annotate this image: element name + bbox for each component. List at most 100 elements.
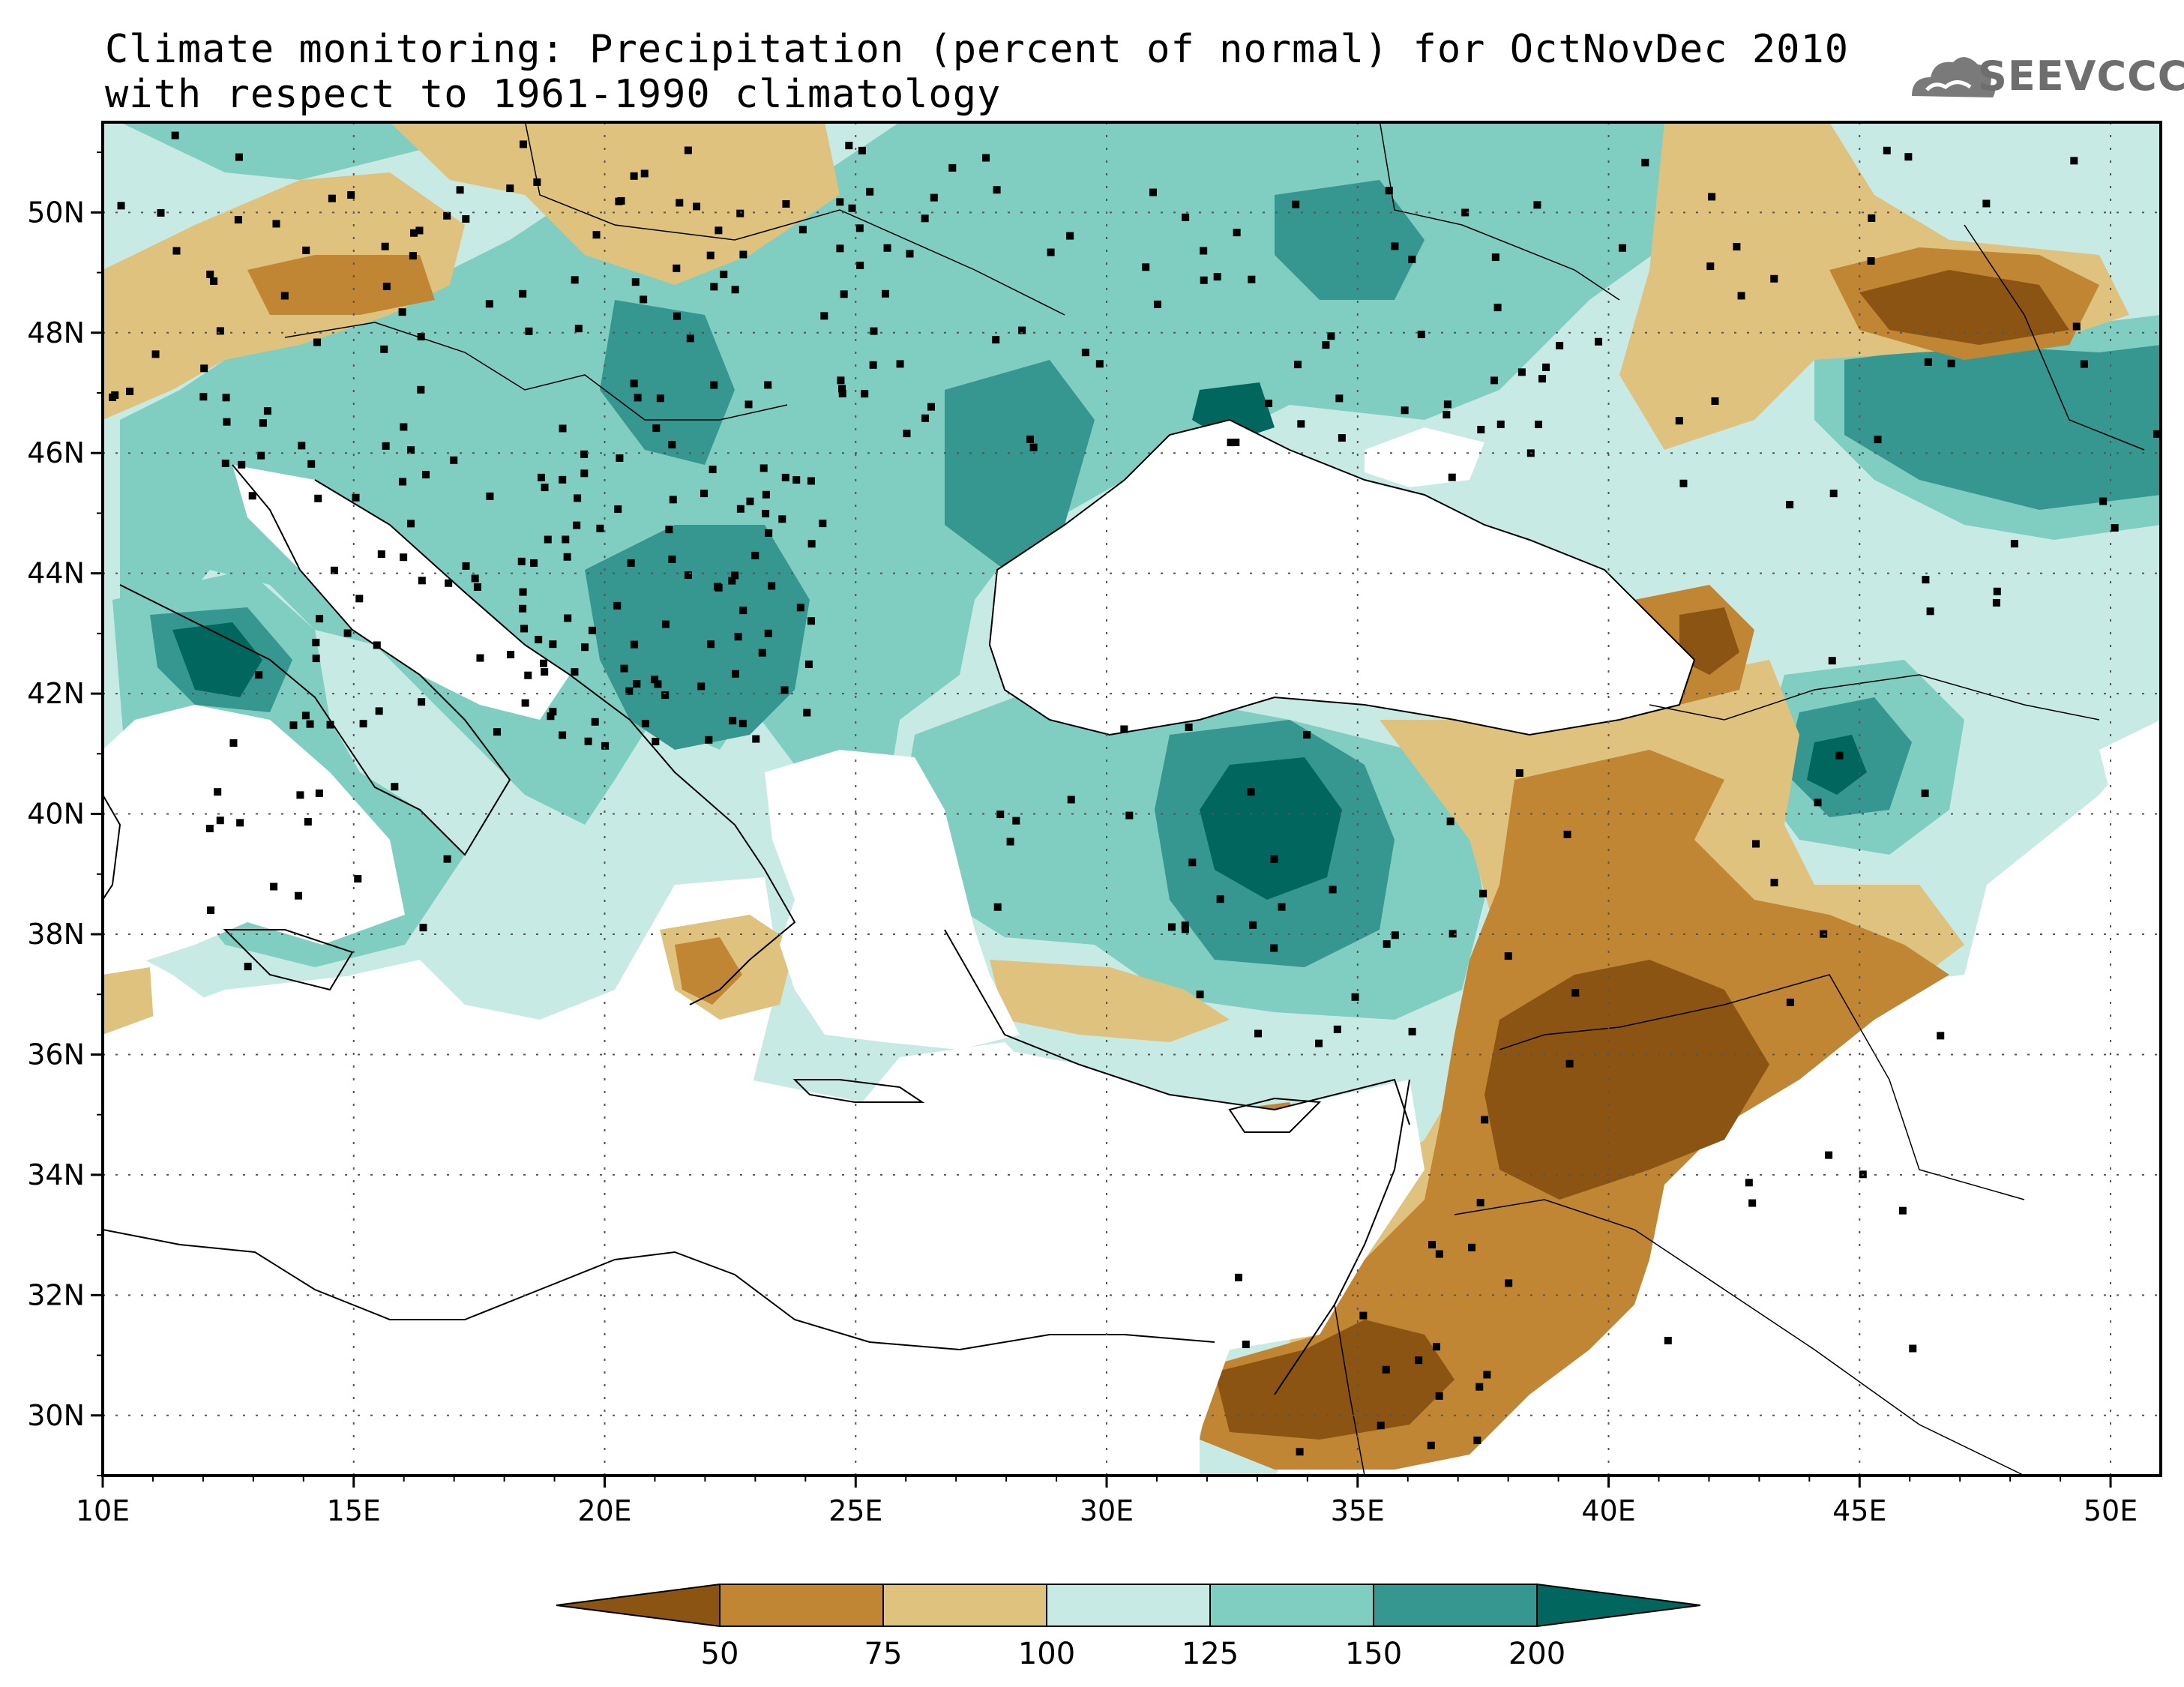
sea-adriatic: [232, 465, 570, 720]
station-marker: [1448, 473, 1456, 481]
station-marker: [2099, 497, 2108, 505]
field-over-200-caucasus: [1807, 735, 1867, 795]
station-marker: [1327, 332, 1335, 340]
sea-black-sea: [990, 420, 1694, 735]
lat-tick-label: 34N: [27, 1158, 85, 1191]
station-marker: [1254, 1029, 1263, 1038]
station-marker: [1391, 242, 1399, 250]
station-marker: [731, 286, 739, 294]
station-marker: [574, 325, 583, 333]
sea-ionian-mediterranean: [103, 975, 1425, 1476]
coastline-italy: [119, 464, 511, 856]
station-marker: [382, 283, 391, 291]
station-marker: [848, 204, 856, 212]
station-marker: [272, 220, 280, 228]
station-marker: [1018, 326, 1026, 334]
station-marker: [896, 360, 904, 368]
station-marker: [855, 224, 864, 232]
field-150-200-romania: [945, 360, 1095, 570]
station-marker: [476, 654, 484, 662]
field-under-50-russia: [1859, 270, 2069, 345]
station-marker: [798, 226, 807, 234]
station-marker: [238, 460, 246, 469]
station-marker: [819, 520, 827, 528]
station-marker: [746, 497, 754, 505]
station-marker: [869, 361, 877, 369]
station-marker: [456, 186, 464, 194]
map-frame: [101, 121, 2162, 1477]
station-marker: [596, 524, 604, 532]
station-marker: [738, 719, 747, 727]
station-marker: [1446, 817, 1455, 826]
station-marker: [996, 811, 1005, 819]
station-marker: [1868, 214, 1876, 222]
station-marker: [1408, 1027, 1416, 1035]
station-marker: [410, 229, 418, 237]
station-marker: [617, 196, 625, 205]
station-marker: [1828, 657, 1836, 665]
sea-tyrrhenian: [103, 705, 405, 975]
station-marker: [248, 492, 256, 500]
station-marker: [580, 469, 589, 478]
station-marker: [1490, 376, 1499, 385]
station-marker: [762, 510, 770, 518]
station-marker: [1153, 300, 1161, 308]
station-marker: [751, 551, 759, 559]
station-marker: [710, 283, 718, 291]
station-marker: [574, 494, 582, 502]
station-marker: [668, 441, 676, 449]
field-under-50-sinai: [1215, 1320, 1455, 1440]
station-marker: [652, 424, 661, 433]
station-marker: [858, 146, 866, 154]
station-marker: [1181, 921, 1189, 930]
station-marker: [544, 535, 552, 544]
station-marker: [1012, 817, 1020, 825]
station-marker: [519, 588, 527, 596]
station-marker: [1737, 292, 1745, 300]
station-marker: [117, 202, 125, 210]
station-marker: [359, 720, 367, 728]
station-marker: [2111, 523, 2119, 532]
station-marker: [1517, 368, 1526, 376]
station-marker: [1505, 1279, 1513, 1287]
station-marker: [2072, 322, 2081, 331]
station-marker: [1095, 360, 1104, 368]
station-marker: [866, 187, 874, 196]
station-marker: [1216, 895, 1224, 903]
coastline-north-africa: [103, 1229, 1215, 1351]
station-marker: [517, 557, 526, 565]
station-marker: [652, 738, 660, 746]
station-marker: [199, 393, 208, 401]
station-marker: [1428, 1241, 1437, 1249]
station-marker: [415, 226, 424, 235]
sea-azov: [1365, 427, 1484, 487]
station-marker: [1383, 940, 1391, 948]
station-marker: [330, 566, 338, 574]
station-marker: [398, 308, 406, 316]
station-marker: [782, 199, 790, 208]
station-marker: [1435, 1392, 1443, 1400]
station-marker: [707, 640, 715, 649]
station-marker: [407, 520, 415, 528]
station-marker: [355, 595, 364, 603]
station-marker: [1401, 406, 1409, 415]
station-marker: [559, 475, 567, 484]
station-marker: [715, 226, 723, 235]
station-marker: [380, 345, 388, 353]
station-marker: [992, 336, 1000, 344]
station-marker: [1270, 855, 1278, 863]
lon-tick-label: 25E: [828, 1494, 882, 1527]
station-marker: [1786, 998, 1794, 1006]
lat-tick-label: 50N: [27, 196, 85, 229]
sea-aegean: [765, 750, 1020, 1050]
station-marker: [306, 720, 314, 728]
station-marker: [235, 153, 243, 161]
station-marker: [661, 691, 670, 700]
station-marker: [1377, 1422, 1385, 1430]
station-marker: [1435, 1250, 1443, 1258]
border-line-5: [1454, 1199, 2025, 1476]
station-marker: [2070, 157, 2078, 165]
station-marker: [263, 407, 271, 415]
station-marker: [520, 625, 529, 633]
station-marker: [417, 333, 425, 341]
